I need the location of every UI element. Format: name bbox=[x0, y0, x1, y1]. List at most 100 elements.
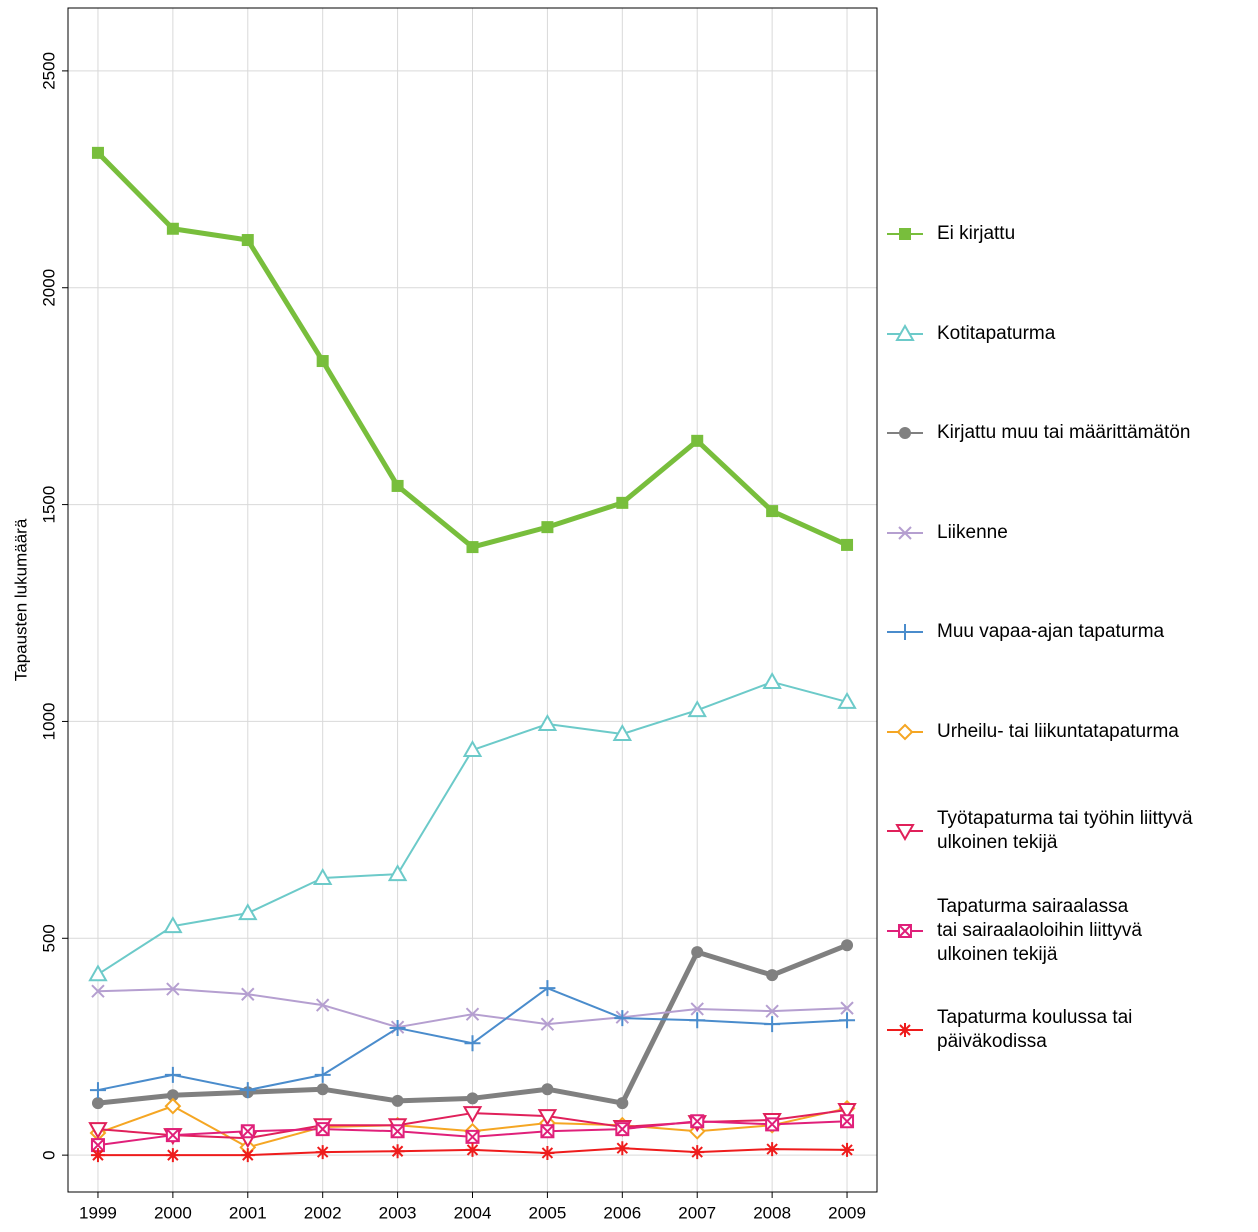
marker bbox=[615, 1141, 630, 1156]
marker bbox=[837, 1103, 857, 1121]
marker bbox=[466, 541, 479, 554]
marker bbox=[840, 1001, 854, 1015]
marker bbox=[690, 1145, 705, 1160]
y-tick-label: 1000 bbox=[39, 703, 58, 741]
marker bbox=[840, 1142, 855, 1157]
marker bbox=[687, 700, 707, 718]
marker bbox=[896, 723, 914, 740]
legend-swatch bbox=[887, 624, 923, 640]
marker bbox=[690, 1002, 704, 1016]
marker bbox=[316, 1083, 329, 1096]
marker bbox=[540, 1124, 555, 1139]
y-tick-label: 2000 bbox=[39, 269, 58, 307]
series bbox=[89, 980, 856, 1099]
legend-swatch bbox=[887, 923, 923, 938]
marker bbox=[541, 1083, 554, 1096]
x-tick-label: 1999 bbox=[79, 1203, 117, 1222]
series bbox=[90, 1141, 855, 1163]
marker bbox=[895, 323, 915, 341]
y-tick-label: 1500 bbox=[39, 486, 58, 524]
marker bbox=[537, 1109, 558, 1127]
marker bbox=[540, 1017, 555, 1031]
series bbox=[91, 146, 854, 554]
marker bbox=[91, 984, 105, 998]
marker bbox=[765, 1142, 780, 1157]
marker bbox=[164, 1097, 182, 1115]
plot-frame bbox=[67, 7, 878, 1193]
marker bbox=[839, 1012, 856, 1029]
x-tick-label: 2006 bbox=[603, 1203, 641, 1222]
marker bbox=[465, 1007, 480, 1021]
marker bbox=[240, 1124, 255, 1139]
marker bbox=[895, 824, 915, 841]
x-tick-label: 2004 bbox=[454, 1203, 492, 1222]
marker bbox=[163, 916, 183, 934]
marker bbox=[766, 969, 779, 982]
marker bbox=[465, 1142, 480, 1157]
legend-swatch bbox=[887, 525, 923, 540]
marker bbox=[464, 1035, 481, 1052]
legend-swatch bbox=[887, 824, 923, 841]
x-tick-label: 2001 bbox=[229, 1203, 267, 1222]
marker bbox=[240, 1148, 255, 1163]
marker bbox=[91, 1097, 104, 1110]
marker bbox=[390, 1124, 405, 1139]
legend-label: Työtapaturma tai työhin liittyvä ulkoine… bbox=[937, 808, 1193, 853]
y-tick-label: 2500 bbox=[39, 52, 58, 90]
marker bbox=[312, 867, 333, 886]
legend-swatch bbox=[887, 427, 923, 439]
series bbox=[88, 671, 857, 982]
marker bbox=[241, 987, 255, 1001]
x-tick-label: 2005 bbox=[528, 1203, 566, 1222]
legend-label: Kotitapaturma bbox=[937, 322, 1056, 344]
marker bbox=[466, 1092, 479, 1105]
marker bbox=[166, 982, 180, 996]
legend-swatch bbox=[887, 1023, 923, 1037]
x-tick-label: 2002 bbox=[304, 1203, 342, 1222]
marker bbox=[166, 222, 179, 235]
marker bbox=[691, 434, 704, 447]
marker bbox=[88, 1122, 108, 1140]
y-tick-label: 0 bbox=[39, 1150, 58, 1159]
legend-swatch bbox=[887, 323, 923, 341]
marker bbox=[90, 1148, 105, 1163]
marker bbox=[165, 1128, 180, 1143]
marker bbox=[616, 1097, 629, 1110]
marker bbox=[765, 1117, 780, 1132]
legend-label: Tapaturma koulussa tai päiväkodissa bbox=[937, 1007, 1133, 1052]
marker bbox=[165, 1148, 180, 1163]
marker bbox=[316, 355, 329, 368]
x-tick-label: 2000 bbox=[154, 1203, 192, 1222]
marker bbox=[762, 671, 782, 689]
x-tick-label: 2008 bbox=[753, 1203, 791, 1222]
marker bbox=[541, 521, 554, 534]
series bbox=[90, 1114, 855, 1153]
marker bbox=[164, 1066, 181, 1083]
marker bbox=[537, 714, 558, 732]
marker bbox=[315, 998, 330, 1012]
marker bbox=[614, 1010, 631, 1027]
legend-label: Kirjattu muu tai määrittämätön bbox=[937, 422, 1191, 443]
marker bbox=[690, 1114, 705, 1129]
marker bbox=[238, 903, 258, 921]
marker bbox=[689, 1012, 706, 1029]
marker bbox=[764, 1016, 781, 1033]
legend-label: Urheilu- tai liikuntatapaturma bbox=[937, 720, 1179, 742]
marker bbox=[837, 691, 857, 709]
marker bbox=[241, 234, 254, 247]
marker bbox=[840, 1114, 855, 1129]
y-axis-label: Tapausten lukumäärä bbox=[11, 518, 30, 681]
marker bbox=[898, 923, 912, 938]
marker bbox=[615, 1122, 630, 1137]
marker bbox=[766, 505, 779, 518]
marker bbox=[898, 1023, 912, 1037]
marker bbox=[387, 864, 408, 882]
marker bbox=[88, 964, 108, 982]
marker bbox=[462, 740, 483, 758]
marker bbox=[898, 525, 912, 540]
marker bbox=[612, 723, 633, 742]
marker bbox=[239, 1082, 256, 1099]
x-tick-label: 2007 bbox=[678, 1203, 716, 1222]
